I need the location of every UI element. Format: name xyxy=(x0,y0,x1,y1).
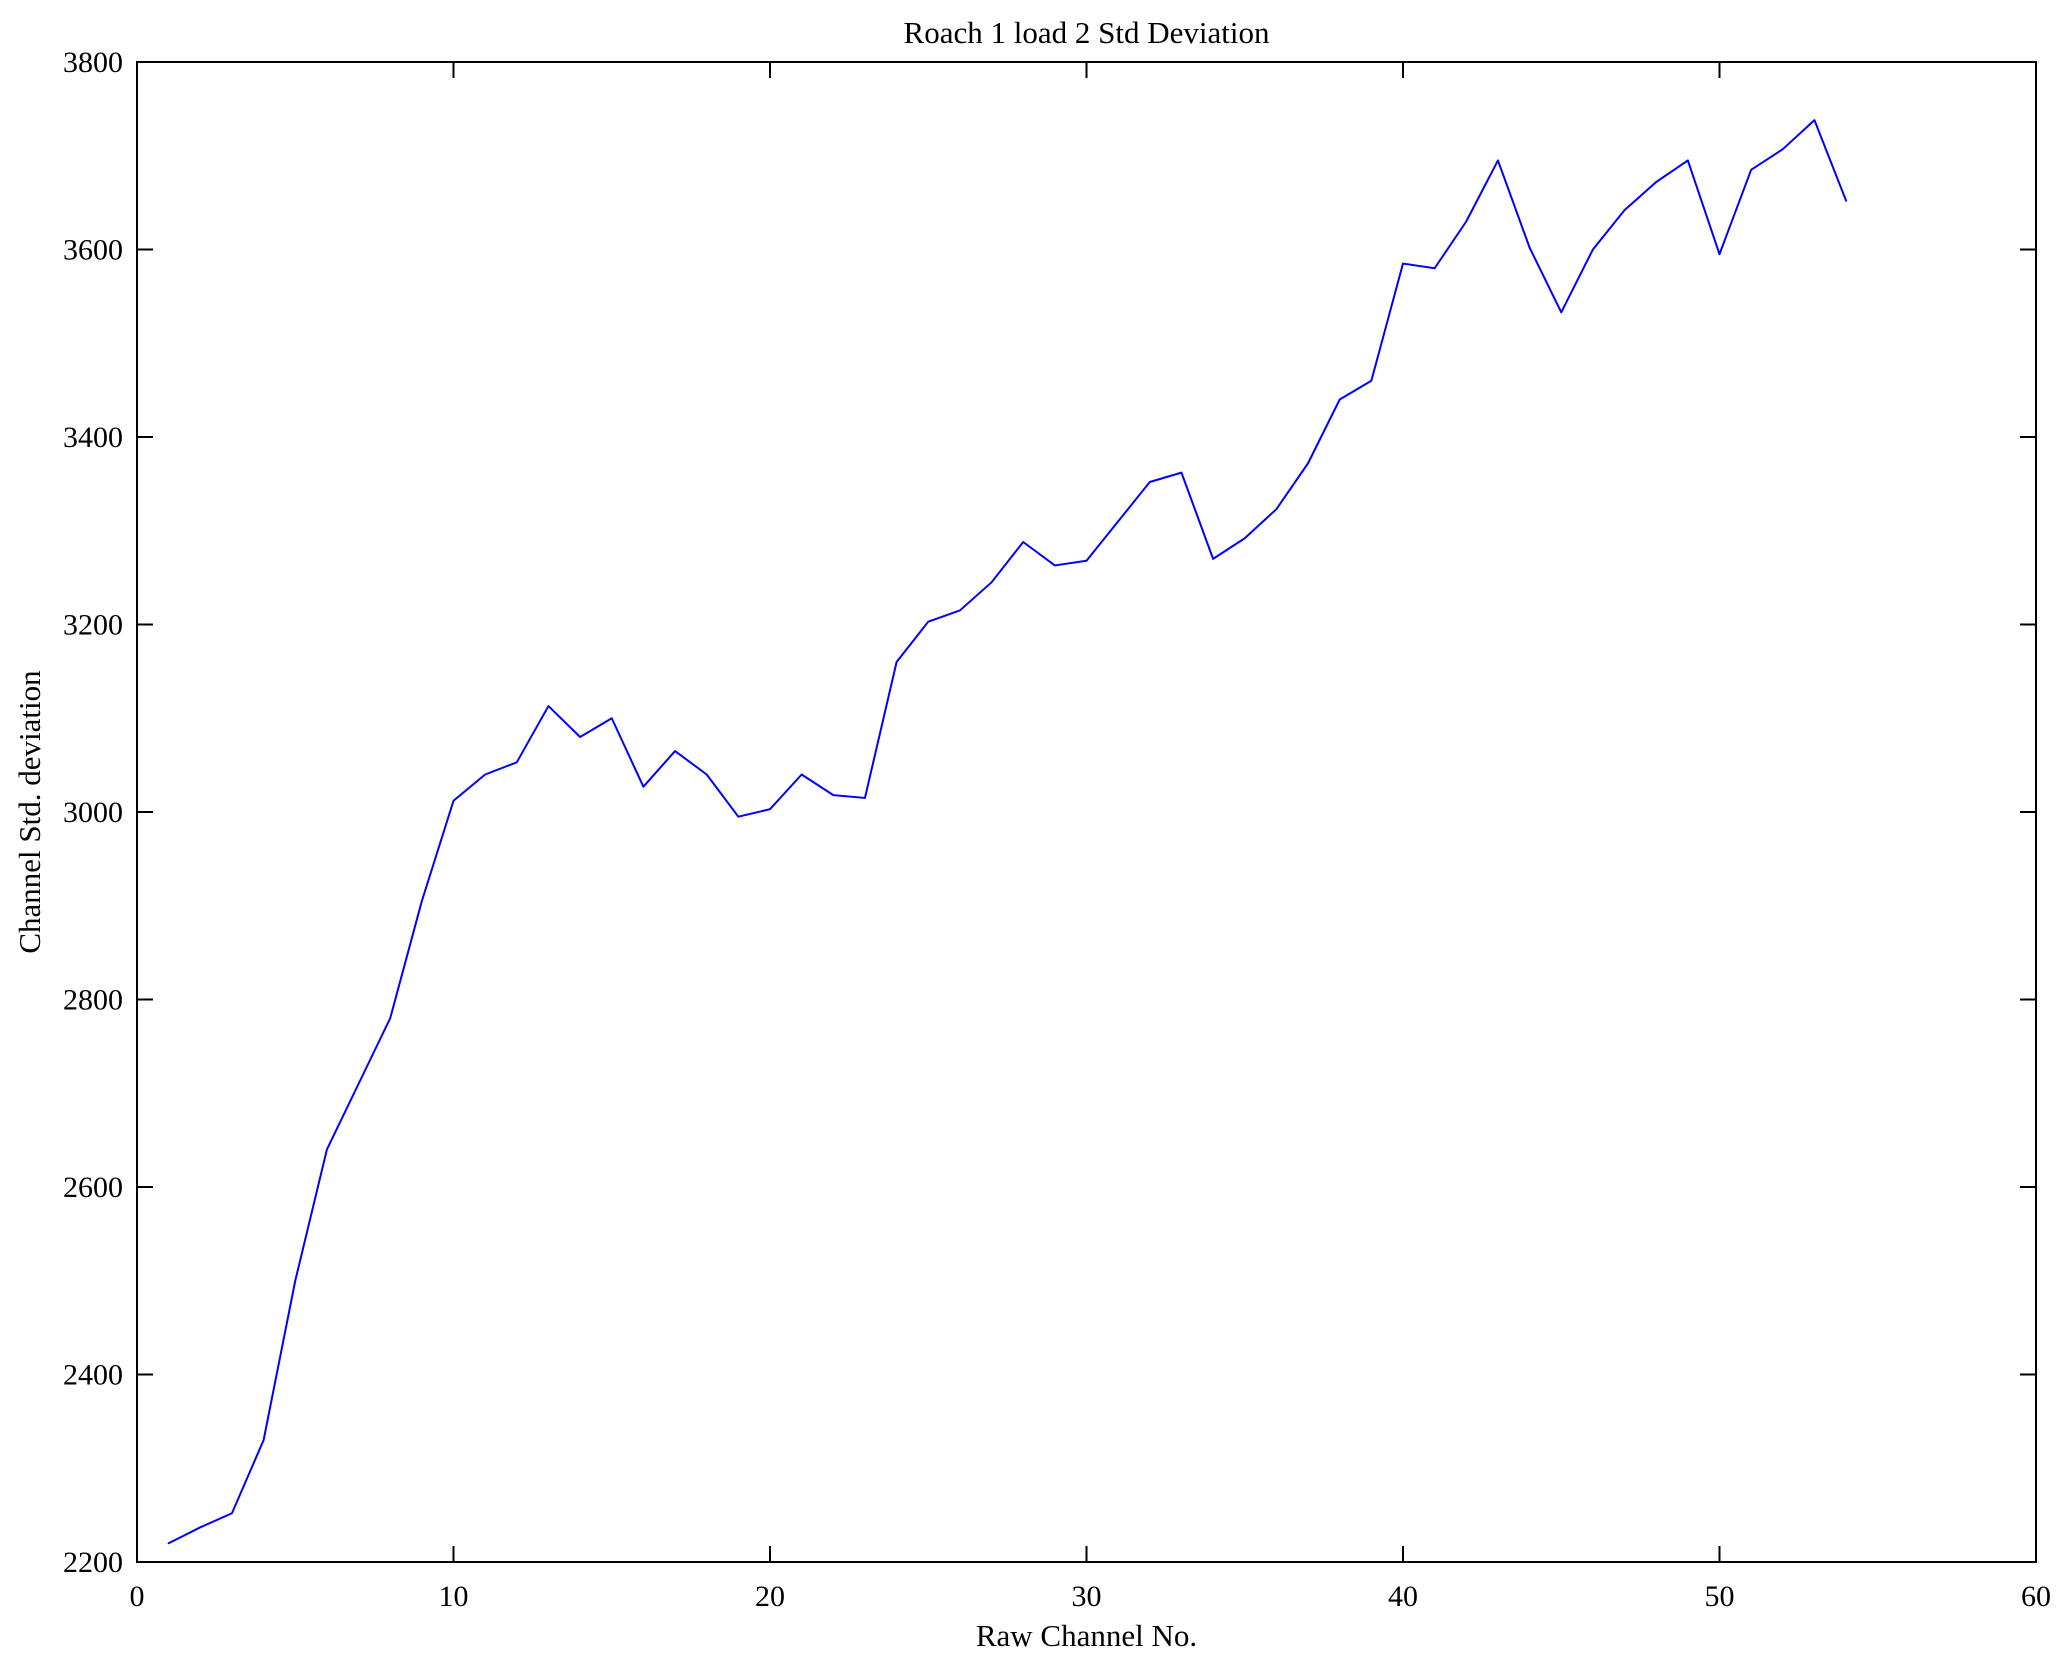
svg-text:60: 60 xyxy=(2021,1580,2051,1613)
svg-text:10: 10 xyxy=(439,1580,469,1613)
svg-text:2600: 2600 xyxy=(63,1171,123,1204)
svg-text:3400: 3400 xyxy=(63,421,123,454)
svg-text:2800: 2800 xyxy=(63,984,123,1017)
svg-text:3800: 3800 xyxy=(63,46,123,79)
svg-text:40: 40 xyxy=(1388,1580,1418,1613)
svg-text:50: 50 xyxy=(1705,1580,1735,1613)
svg-text:3000: 3000 xyxy=(63,796,123,829)
svg-text:2400: 2400 xyxy=(63,1359,123,1392)
svg-text:3200: 3200 xyxy=(63,609,123,642)
svg-text:0: 0 xyxy=(130,1580,145,1613)
svg-text:2200: 2200 xyxy=(63,1546,123,1579)
chart-title: Roach 1 load 2 Std Deviation xyxy=(903,15,1270,50)
svg-text:30: 30 xyxy=(1072,1580,1102,1613)
y-axis-label: Channel Std. deviation xyxy=(12,670,47,954)
svg-text:20: 20 xyxy=(755,1580,785,1613)
svg-text:3600: 3600 xyxy=(63,234,123,267)
x-axis-label: Raw Channel No. xyxy=(975,1618,1198,1653)
